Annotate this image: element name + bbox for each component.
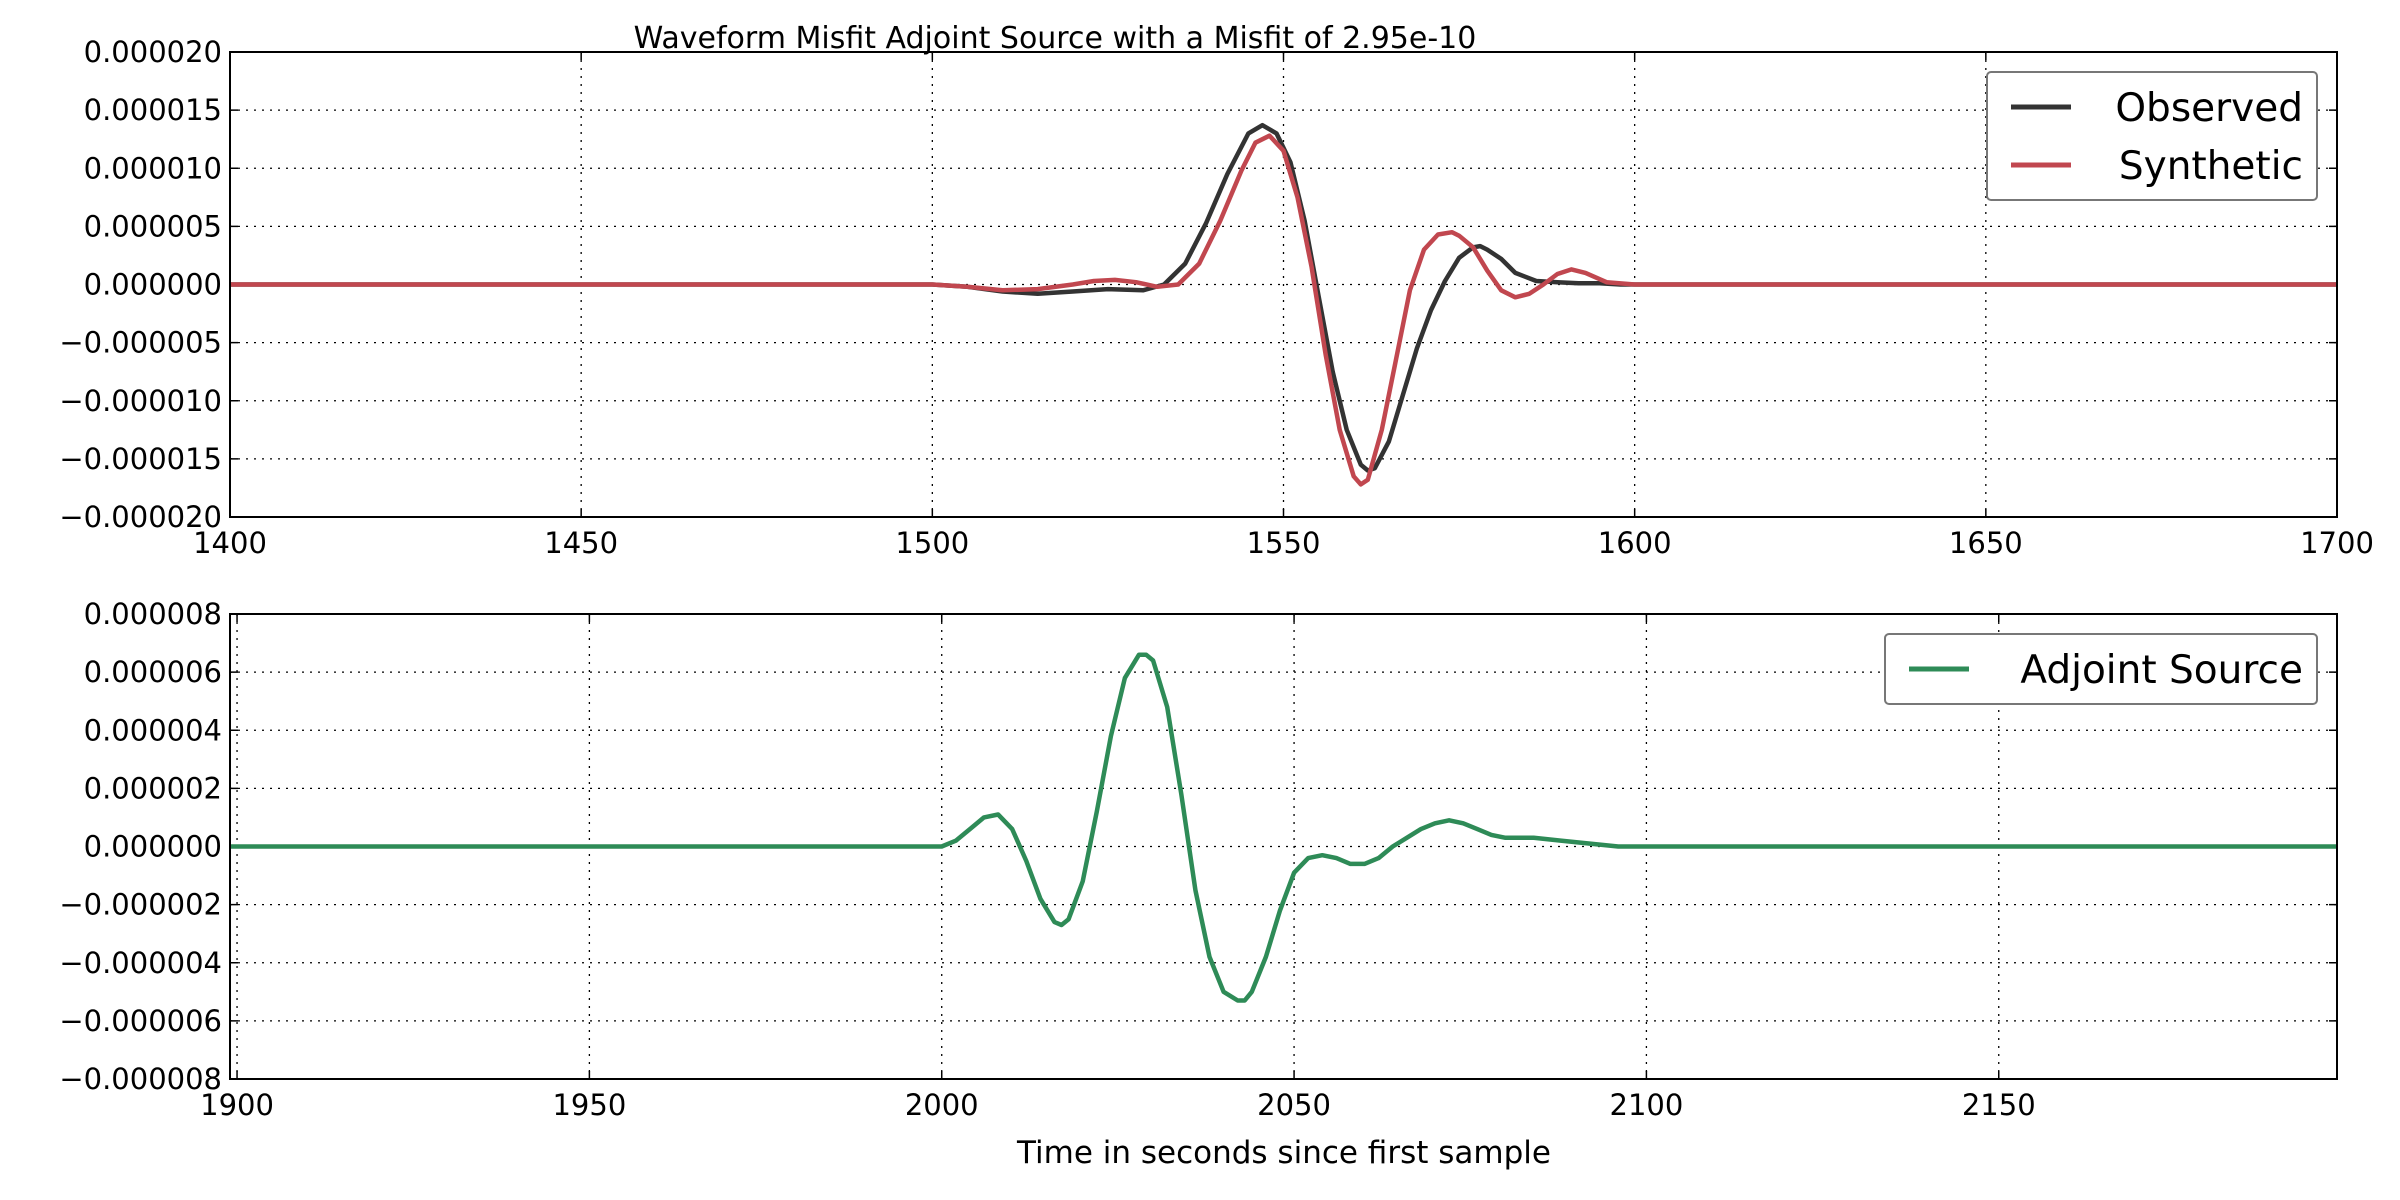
y-tick-label: 0.000006 <box>84 655 222 689</box>
x-tick-label: 1450 <box>544 526 618 560</box>
series-line-synthetic <box>230 133 2337 487</box>
y-tick-label: 0.000020 <box>84 35 222 69</box>
y-tick-label: 0.000000 <box>84 830 222 864</box>
series-line-observed <box>230 122 2337 473</box>
legend-box <box>1986 71 2318 201</box>
x-tick-label: 1550 <box>1247 526 1321 560</box>
x-axis-label: Time in seconds since first sample <box>1016 1135 1551 1171</box>
x-tick-label: 1700 <box>2300 526 2374 560</box>
x-tick-label: 2100 <box>1610 1088 1684 1122</box>
x-tick-label: 1900 <box>200 1088 274 1122</box>
x-tick-label: 1400 <box>193 526 267 560</box>
axes-frame <box>229 613 2338 1080</box>
x-tick-label: 2050 <box>1257 1088 1331 1122</box>
waveform-plot: 1400 1450 1500 1550 1600 1650 1700 0.000020 0.00… <box>59 35 2374 560</box>
chart-title: Waveform Misfit Adjoint Source with a Mi… <box>634 21 1477 56</box>
series-line-adjoint-source <box>230 652 2337 1003</box>
y-tick-label: 0.000002 <box>84 771 222 805</box>
axes-frame <box>229 51 2338 518</box>
y-tick-label: 0.000004 <box>84 713 222 747</box>
x-tick-label: 2150 <box>1962 1088 2036 1122</box>
y-tick-label: 0.000000 <box>84 268 222 302</box>
legend: Adjoint Source <box>1884 633 2318 705</box>
x-tick-label: 1500 <box>895 526 969 560</box>
y-tick-label: −0.000006 <box>59 1004 222 1038</box>
adjoint-source-plot: 1900 1950 2000 2050 2100 2150 0.000008 0.000006… <box>59 597 2338 1122</box>
legend-label-adjoint-source: Adjoint Source <box>2020 648 2303 693</box>
y-tick-label: −0.000008 <box>59 1062 222 1096</box>
x-tick-label: 2000 <box>905 1088 979 1122</box>
y-tick-label: −0.000020 <box>59 500 222 534</box>
y-tick-label: −0.000010 <box>59 384 222 418</box>
y-tick-label: −0.000002 <box>59 888 222 922</box>
x-tick-label: 1950 <box>552 1088 626 1122</box>
y-tick-label: −0.000015 <box>59 442 222 476</box>
legend-label-observed: Observed <box>2115 86 2303 131</box>
legend-label-synthetic: Synthetic <box>2119 144 2303 189</box>
legend-box <box>1884 633 2318 705</box>
y-tick-label: 0.000010 <box>84 151 222 185</box>
y-tick-label: −0.000005 <box>59 326 222 360</box>
legend: Observed Synthetic <box>1986 71 2318 201</box>
y-tick-label: 0.000005 <box>84 209 222 243</box>
y-tick-label: 0.000008 <box>84 597 222 631</box>
y-tick-label: −0.000004 <box>59 946 222 980</box>
x-tick-label: 1600 <box>1598 526 1672 560</box>
y-tick-label: 0.000015 <box>84 93 222 127</box>
x-tick-label: 1650 <box>1949 526 2023 560</box>
